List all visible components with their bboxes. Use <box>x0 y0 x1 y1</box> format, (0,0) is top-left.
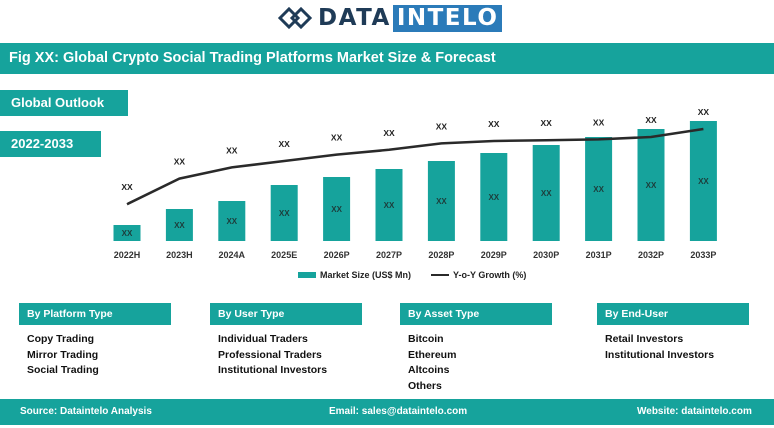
bar <box>375 169 403 241</box>
legend-line-label: Y-o-Y Growth (%) <box>453 270 527 280</box>
growth-value-label: XX <box>226 145 238 155</box>
period-tag: 2022-2033 <box>0 131 101 157</box>
bar-value-label: XX <box>226 217 237 226</box>
bar <box>532 145 560 241</box>
bar <box>427 161 455 241</box>
growth-value-label: XX <box>331 133 343 143</box>
segment-item: Mirror Trading <box>27 348 99 361</box>
segment-item: Retail Investors <box>605 333 684 345</box>
x-tick-label: 2030P <box>533 250 559 260</box>
chart-legend: Market Size (US$ Mn) Y-o-Y Growth (%) <box>298 270 526 280</box>
growth-value-label: XX <box>593 117 605 127</box>
segment-title: By End-User <box>597 303 749 325</box>
diamond-logo-icon <box>278 6 313 30</box>
segment-item: Copy Trading <box>27 333 95 345</box>
legend-bar-swatch <box>298 272 316 278</box>
segment-end-user: By End-User Retail Investors Institution… <box>597 303 749 363</box>
growth-value-label: XX <box>488 119 500 129</box>
x-tick-label: 2031P <box>586 250 612 260</box>
segment-item: Professional Traders <box>218 348 322 361</box>
footer-website[interactable]: Website: dataintelo.com <box>637 406 752 417</box>
segment-item: Ethereum <box>408 348 457 361</box>
bar <box>480 153 508 241</box>
bar-value-label: XX <box>174 221 185 230</box>
segment-item: Individual Traders <box>218 333 308 345</box>
bar <box>113 225 141 241</box>
growth-value-label: XX <box>436 121 448 131</box>
bar-value-label: XX <box>541 189 552 198</box>
segment-platform-type: By Platform Type Copy Trading Mirror Tra… <box>19 303 171 379</box>
footer-source: Source: Dataintelo Analysis <box>20 406 152 417</box>
segment-item: Altcoins <box>408 364 450 376</box>
bar-value-label: XX <box>488 193 499 202</box>
segment-item: Social Trading <box>27 364 99 376</box>
bar-value-label: XX <box>698 177 709 186</box>
x-tick-label: 2025E <box>271 250 297 260</box>
footer-email[interactable]: Email: sales@dataintelo.com <box>329 406 468 417</box>
brand-name-part2: INTELO <box>392 4 503 32</box>
bar <box>218 201 246 241</box>
growth-value-label: XX <box>121 182 133 192</box>
growth-value-label: XX <box>698 107 710 117</box>
brand-name-part1: DATA <box>318 5 391 31</box>
legend-line-swatch <box>431 274 450 276</box>
segment-item: Institutional Investors <box>218 364 328 376</box>
segment-item: Institutional Investors <box>605 348 715 361</box>
bar-value-label: XX <box>436 197 447 206</box>
x-tick-label: 2023H <box>166 250 193 260</box>
footer-bar: Source: Dataintelo Analysis Email: sales… <box>0 399 774 425</box>
segment-title: By Asset Type <box>400 303 552 325</box>
segment-title: By User Type <box>210 303 362 325</box>
bar-value-label: XX <box>279 209 290 218</box>
market-chart: XX 2022H XX 2023H XX 2024A XX 2025E XX 2026P XX 202… <box>113 107 717 260</box>
bar-value-label: XX <box>593 185 604 194</box>
segment-item: Bitcoin <box>408 333 444 345</box>
growth-value-label: XX <box>174 157 186 167</box>
page-title: Fig XX: Global Crypto Social Trading Pla… <box>0 43 774 74</box>
segment-item: Others <box>408 379 442 392</box>
x-tick-label: 2026P <box>324 250 350 260</box>
x-tick-label: 2032P <box>638 250 664 260</box>
segment-title: By Platform Type <box>19 303 171 325</box>
x-tick-label: 2027P <box>376 250 402 260</box>
x-tick-label: 2028P <box>428 250 454 260</box>
growth-value-label: XX <box>541 118 553 128</box>
bar <box>165 209 193 241</box>
x-tick-label: 2033P <box>690 250 716 260</box>
bar <box>323 177 351 241</box>
segment-asset-type: By Asset Type Bitcoin Ethereum Altcoins … <box>400 303 552 394</box>
x-tick-label: 2029P <box>481 250 507 260</box>
bar-value-label: XX <box>122 229 133 238</box>
growth-value-label: XX <box>279 139 291 149</box>
bar <box>637 129 665 241</box>
bar <box>270 185 298 241</box>
x-tick-label: 2022H <box>114 250 141 260</box>
bar <box>585 137 613 241</box>
brand-logo: DATA INTELO <box>278 3 503 33</box>
growth-line <box>126 127 704 206</box>
growth-value-label: XX <box>383 128 395 138</box>
segment-user-type: By User Type Individual Traders Professi… <box>210 303 362 379</box>
bar-value-label: XX <box>384 201 395 210</box>
bar-value-label: XX <box>646 181 657 190</box>
legend-bar-label: Market Size (US$ Mn) <box>320 270 412 280</box>
bar-value-label: XX <box>331 205 342 214</box>
x-tick-label: 2024A <box>219 250 246 260</box>
outlook-tag: Global Outlook <box>0 90 128 116</box>
bar <box>689 121 717 241</box>
growth-value-label: XX <box>645 115 657 125</box>
